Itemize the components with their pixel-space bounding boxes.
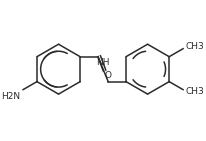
Text: O: O [104, 71, 111, 80]
Text: CH3: CH3 [186, 42, 205, 51]
Text: CH3: CH3 [186, 87, 205, 96]
Text: NH: NH [96, 58, 110, 67]
Text: H2N: H2N [1, 92, 20, 101]
